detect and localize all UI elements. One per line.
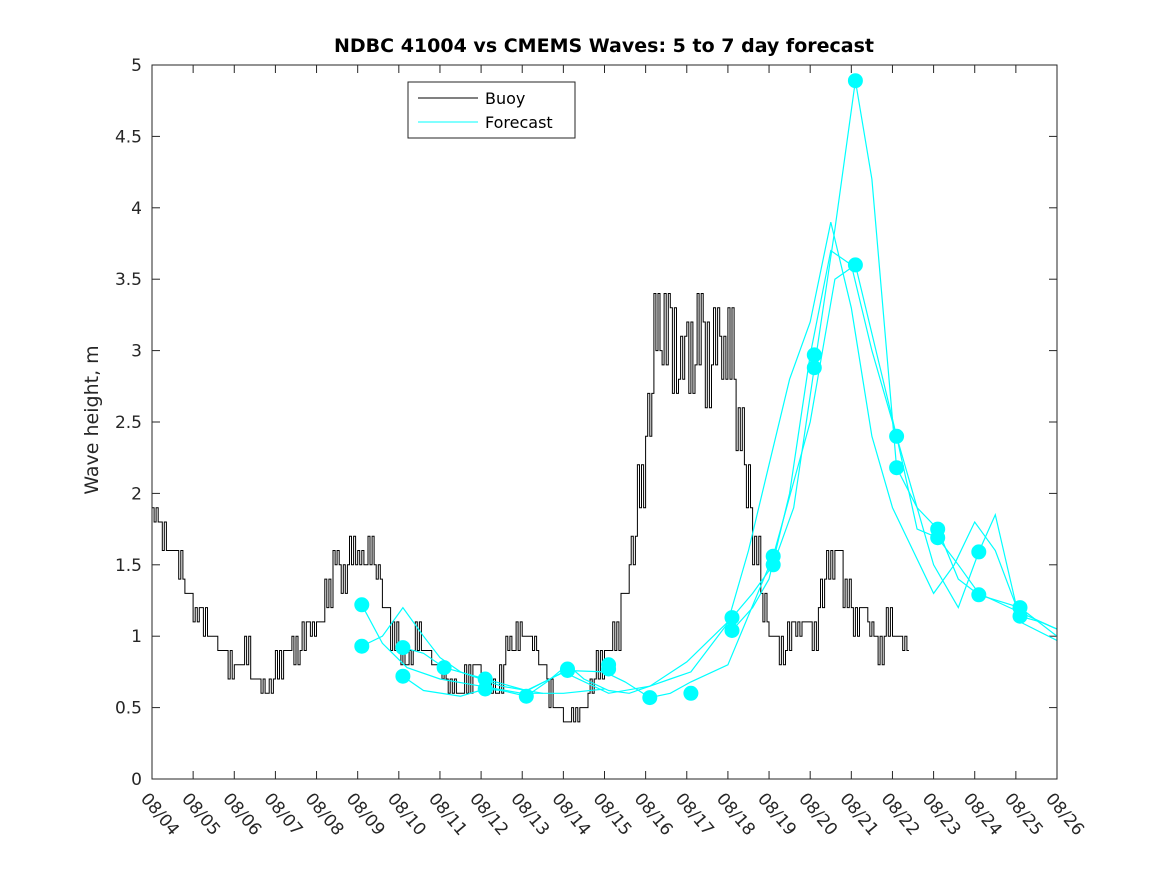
x-tick-label: 08/20 [794,789,841,839]
x-tick-label: 08/25 [1000,789,1047,839]
chart-title: NDBC 41004 vs CMEMS Waves: 5 to 7 day fo… [334,35,874,57]
x-tick-label: 08/07 [260,789,307,839]
x-tick-label: 08/19 [753,789,800,839]
x-tick-label: 08/15 [589,789,636,839]
x-tick-label: 08/21 [835,789,882,839]
x-tick-label: 08/14 [548,789,595,839]
buoy-line [152,293,909,723]
y-tick-label: 3.5 [115,270,142,290]
y-axis-label: Wave height, m [81,345,103,494]
forecast-point [477,681,493,697]
x-tick-label: 08/09 [342,789,389,839]
x-tick-label: 08/18 [712,789,759,839]
y-tick-label: 2 [131,484,142,504]
forecast-point [354,597,370,613]
forecast-line [731,249,1058,642]
x-tick-label: 08/04 [136,789,183,839]
forecast-line [361,606,543,694]
forecast-point [354,638,370,654]
forecast-line [361,604,605,694]
forecast-point [436,660,452,676]
forecast-point [971,587,987,603]
x-tick-label: 08/11 [424,789,471,839]
forecast-point [847,73,863,89]
y-tick-label: 3 [131,342,142,362]
x-tick-label: 08/06 [218,789,265,839]
forecast-point [1012,608,1028,624]
x-tick-label: 08/23 [918,789,965,839]
legend: Buoy Forecast [407,81,576,139]
x-tick-label: 08/26 [1041,789,1088,839]
plot-frame [151,64,1058,780]
forecast-point [806,347,822,363]
y-tick-label: 4 [131,199,142,219]
forecast-point [765,557,781,573]
y-tick-label: 1 [131,627,142,647]
x-tick-label: 08/08 [301,789,348,839]
x-tick-label: 08/10 [383,789,430,839]
forecast-point [518,688,534,704]
legend-forecast-label: Forecast [485,113,553,132]
forecast-point [930,530,946,546]
axis-ticks [151,64,1058,780]
forecast-point [601,661,617,677]
y-tick-label: 4.5 [115,127,142,147]
forecast-point [642,690,658,706]
forecast-line [521,221,1058,694]
series-layer [152,73,1058,723]
legend-box [407,81,576,139]
forecast-point [560,661,575,677]
forecast-point [889,428,905,444]
y-tick-label: 0.5 [115,699,142,719]
x-tick-label: 08/22 [877,789,924,839]
forecast-point [395,668,411,684]
x-tick-label: 08/12 [465,789,512,839]
forecast-point [724,610,740,626]
forecast-point [971,544,987,560]
forecast-point [683,685,699,701]
y-tick-label: 0 [131,770,142,790]
y-tick-label: 1.5 [115,556,142,576]
y-tick-label: 5 [131,56,142,76]
x-tick-label: 08/16 [630,789,677,839]
forecast-point [395,640,411,656]
x-tick-label: 08/13 [506,789,553,839]
x-tick-label: 08/17 [671,789,718,839]
x-tick-label: 08/05 [177,789,224,839]
forecast-point [889,460,905,476]
forecast-point [724,623,740,638]
legend-buoy-label: Buoy [485,89,525,108]
x-tick-label: 08/24 [959,789,1006,839]
forecast-point [847,257,863,273]
forecast-point [806,360,822,376]
y-tick-label: 2.5 [115,413,142,433]
